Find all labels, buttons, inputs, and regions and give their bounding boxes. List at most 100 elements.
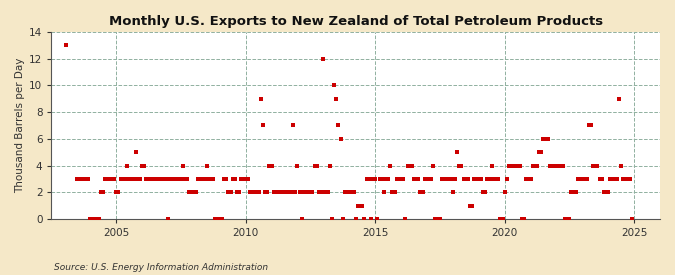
Point: [618, 177, 628, 181]
Point: [424, 177, 435, 181]
Point: [136, 163, 147, 168]
Point: [452, 150, 462, 154]
Point: [271, 190, 281, 194]
Point: [258, 123, 269, 128]
Point: [497, 217, 508, 221]
Point: [486, 163, 497, 168]
Point: [61, 43, 72, 48]
Point: [109, 177, 119, 181]
Point: [342, 190, 352, 194]
Point: [383, 177, 394, 181]
Point: [534, 150, 545, 154]
Point: [154, 177, 165, 181]
Point: [152, 177, 163, 181]
Point: [139, 163, 150, 168]
Point: [78, 177, 89, 181]
Point: [585, 123, 596, 128]
Point: [234, 190, 244, 194]
Point: [186, 190, 197, 194]
Point: [115, 177, 126, 181]
Point: [268, 190, 279, 194]
Point: [171, 177, 182, 181]
Point: [387, 190, 398, 194]
Point: [462, 177, 473, 181]
Point: [448, 190, 458, 194]
Point: [622, 177, 633, 181]
Point: [247, 190, 258, 194]
Point: [488, 177, 499, 181]
Point: [536, 150, 547, 154]
Point: [184, 190, 195, 194]
Point: [594, 177, 605, 181]
Point: [210, 217, 221, 221]
Point: [626, 217, 637, 221]
Point: [396, 177, 406, 181]
Point: [111, 190, 122, 194]
Point: [130, 150, 141, 154]
Point: [419, 177, 430, 181]
Point: [305, 190, 316, 194]
Point: [161, 177, 171, 181]
Point: [145, 177, 156, 181]
Point: [300, 190, 311, 194]
Point: [223, 190, 234, 194]
Point: [307, 190, 318, 194]
Point: [76, 177, 87, 181]
Point: [100, 177, 111, 181]
Point: [173, 177, 184, 181]
Point: [221, 177, 232, 181]
Point: [338, 217, 348, 221]
Point: [518, 217, 529, 221]
Point: [426, 177, 437, 181]
Point: [323, 190, 333, 194]
Point: [80, 177, 91, 181]
Point: [527, 163, 538, 168]
Point: [230, 177, 240, 181]
Point: [320, 190, 331, 194]
Point: [601, 190, 612, 194]
Point: [603, 190, 614, 194]
Point: [96, 190, 107, 194]
Point: [286, 190, 296, 194]
Point: [294, 190, 305, 194]
Point: [309, 163, 320, 168]
Point: [482, 177, 493, 181]
Point: [532, 163, 543, 168]
Point: [273, 190, 284, 194]
Point: [538, 137, 549, 141]
Point: [473, 177, 484, 181]
Point: [163, 217, 173, 221]
Point: [141, 177, 152, 181]
Point: [335, 137, 346, 141]
Point: [566, 190, 577, 194]
Point: [551, 163, 562, 168]
Point: [134, 177, 145, 181]
Point: [381, 177, 392, 181]
Point: [318, 56, 329, 61]
Point: [93, 217, 104, 221]
Point: [605, 177, 616, 181]
Point: [624, 177, 635, 181]
Point: [165, 177, 176, 181]
Point: [119, 177, 130, 181]
Point: [238, 177, 249, 181]
Point: [417, 190, 428, 194]
Point: [279, 190, 290, 194]
Point: [251, 190, 262, 194]
Point: [372, 217, 383, 221]
Point: [225, 190, 236, 194]
Point: [89, 217, 100, 221]
Point: [529, 163, 540, 168]
Point: [572, 177, 583, 181]
Point: [612, 177, 622, 181]
Point: [410, 177, 421, 181]
Point: [506, 163, 516, 168]
Point: [352, 204, 363, 208]
Point: [456, 163, 467, 168]
Point: [180, 177, 191, 181]
Point: [113, 190, 124, 194]
Point: [331, 97, 342, 101]
Title: Monthly U.S. Exports to New Zealand of Total Petroleum Products: Monthly U.S. Exports to New Zealand of T…: [109, 15, 603, 28]
Point: [614, 97, 624, 101]
Point: [355, 204, 366, 208]
